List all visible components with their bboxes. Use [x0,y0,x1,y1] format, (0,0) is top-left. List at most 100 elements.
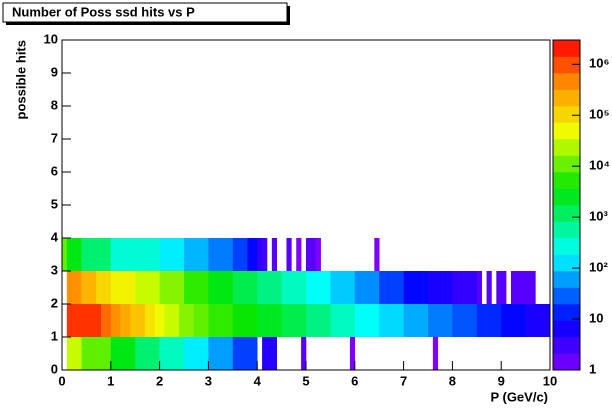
cell [257,271,263,304]
cell [393,271,400,304]
cell [335,304,341,337]
cell [174,337,180,370]
cell [135,304,141,337]
chart-title: Number of Poss ssd hits vs P [12,4,195,19]
palette-band [553,337,580,354]
cell [105,271,112,304]
cell [105,238,112,271]
cell [232,337,238,370]
cell [120,304,126,337]
cell [174,238,180,271]
cell [164,337,170,370]
cell [286,304,292,337]
cell [81,271,87,304]
palette-band [553,287,580,305]
cell [66,304,73,337]
cell [179,271,185,304]
x-tick-label: 5 [302,373,309,388]
cell [159,238,165,271]
cell [227,337,234,370]
cell [388,304,395,337]
cell [413,271,419,304]
palette-band [553,73,580,90]
cell [374,304,380,337]
cell [198,238,204,271]
cell [227,304,234,337]
cell [213,304,219,337]
cell [237,238,243,271]
cell [364,271,370,304]
cell [179,238,185,271]
cell [66,271,73,304]
cell [125,304,131,337]
cell [188,271,195,304]
cell [193,238,199,271]
cell [237,271,243,304]
x-tick-label: 2 [156,373,163,388]
cell [384,271,390,304]
cell [120,271,126,304]
cell [364,304,370,337]
cell [218,304,224,337]
cell [330,271,336,304]
cell [442,304,448,337]
cell [530,304,536,337]
z-tick-label: 10² [589,260,608,275]
cell [530,271,536,304]
cell [218,238,224,271]
cell [398,271,404,304]
cell [76,337,82,370]
cell [310,238,317,271]
cell [81,304,87,337]
cell [154,304,160,337]
cell [86,304,92,337]
cell [359,271,365,304]
y-tick-label: 7 [51,130,58,145]
cell [105,337,112,370]
cell [276,304,282,337]
y-tick-label: 9 [51,64,58,79]
cell [247,337,253,370]
cell [81,238,87,271]
palette-band [553,40,580,57]
cell [296,304,302,337]
cell [159,337,165,370]
cell [130,238,136,271]
cell [403,304,409,337]
y-tick-label: 2 [51,295,58,310]
cell [140,271,146,304]
cell [310,271,317,304]
cell [105,304,112,337]
cell [115,271,121,304]
cell [486,304,492,337]
cell [476,304,482,337]
cell [203,337,209,370]
cell [125,337,131,370]
palette-band [553,89,580,107]
cell [520,271,526,304]
cell [66,337,73,370]
cell [257,238,263,271]
y-tick-label: 4 [51,229,59,244]
cell [91,271,97,304]
cell [71,271,77,304]
cell [96,238,102,271]
cell [388,271,395,304]
cell [101,304,107,337]
cell [218,271,224,304]
cell [91,238,97,271]
z-tick-label: 10 [589,310,603,325]
cell [462,304,468,337]
cell [154,337,160,370]
cell [223,271,229,304]
cell [423,304,429,337]
palette-band [553,271,580,288]
cell [101,337,107,370]
cell [76,238,82,271]
cell [101,238,107,271]
x-tick-label: 10 [543,373,557,388]
cell [462,271,468,304]
cell [325,271,331,304]
cell [310,304,317,337]
cell [535,304,541,337]
